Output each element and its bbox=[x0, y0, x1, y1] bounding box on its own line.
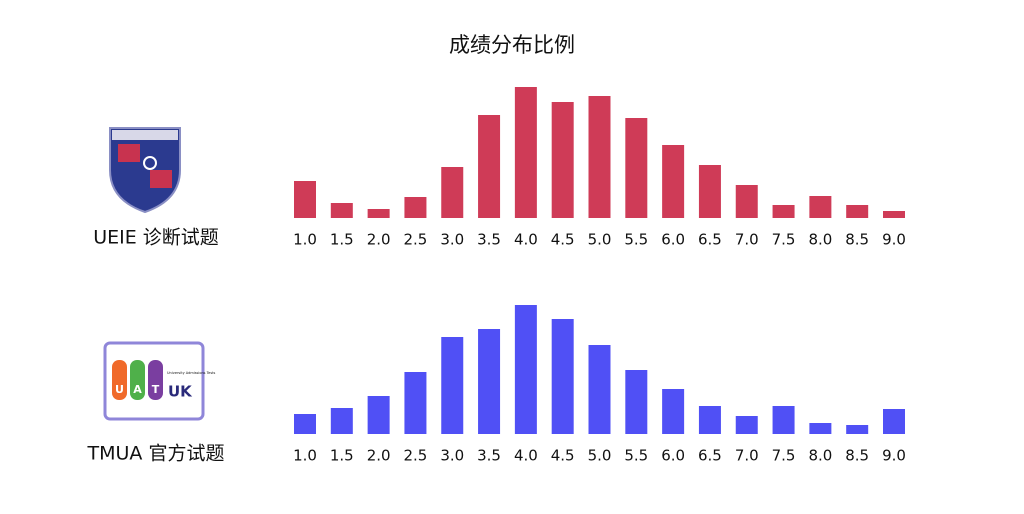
bar bbox=[551, 102, 574, 218]
bar bbox=[809, 196, 832, 218]
x-tick-label: 8.0 bbox=[808, 231, 832, 249]
x-tick-label: 1.5 bbox=[330, 231, 354, 249]
bar bbox=[698, 406, 721, 434]
bar bbox=[294, 181, 316, 218]
x-tick-label: 1.0 bbox=[293, 231, 317, 249]
logo-caption: University Admissions Tests bbox=[167, 371, 216, 375]
bar bbox=[367, 396, 390, 434]
x-tick-label: 4.5 bbox=[551, 447, 575, 465]
bar bbox=[809, 423, 832, 434]
bar bbox=[330, 203, 353, 218]
x-tick-label: 2.0 bbox=[367, 447, 391, 465]
bar bbox=[735, 416, 758, 434]
bar bbox=[514, 305, 537, 434]
x-tick-label: 6.0 bbox=[661, 447, 685, 465]
x-tick-label: 2.5 bbox=[404, 231, 428, 249]
x-tick-label: 8.5 bbox=[845, 231, 869, 249]
bar bbox=[772, 205, 795, 218]
x-tick-label: 3.5 bbox=[477, 447, 501, 465]
x-tick-label: 4.0 bbox=[514, 231, 538, 249]
bar bbox=[404, 372, 427, 434]
bar bbox=[588, 96, 611, 218]
shield-logo bbox=[109, 127, 181, 214]
logo-letter: U bbox=[115, 383, 124, 396]
x-tick-label: 5.5 bbox=[624, 447, 648, 465]
bar bbox=[404, 197, 427, 218]
bar bbox=[883, 211, 905, 218]
bar bbox=[441, 337, 464, 434]
x-tick-label: 9.0 bbox=[882, 447, 906, 465]
bar bbox=[846, 425, 869, 434]
x-tick-label: 6.5 bbox=[698, 447, 722, 465]
x-tick-label: 9.0 bbox=[882, 231, 906, 249]
x-tick-label: 3.0 bbox=[440, 231, 464, 249]
x-tick-label: 2.0 bbox=[367, 231, 391, 249]
x-tick-label: 7.5 bbox=[772, 231, 796, 249]
x-tick-label: 7.0 bbox=[735, 231, 759, 249]
bar bbox=[367, 209, 390, 218]
bar bbox=[846, 205, 869, 218]
x-tick-label: 3.0 bbox=[440, 447, 464, 465]
bar bbox=[551, 319, 574, 434]
bar bbox=[330, 408, 353, 434]
x-tick-label: 2.5 bbox=[404, 447, 428, 465]
x-tick-label: 5.0 bbox=[588, 231, 612, 249]
bar bbox=[625, 118, 648, 218]
x-tick-label: 3.5 bbox=[477, 231, 501, 249]
bar bbox=[294, 414, 316, 434]
x-tick-label: 6.0 bbox=[661, 231, 685, 249]
x-tick-label: 7.0 bbox=[735, 447, 759, 465]
x-tick-label: 1.5 bbox=[330, 447, 354, 465]
uat-logo: U A T University Admissions Tests UK bbox=[103, 341, 216, 421]
x-tick-label: 1.0 bbox=[293, 447, 317, 465]
logo-name: UK bbox=[168, 383, 193, 401]
bar bbox=[662, 145, 685, 218]
x-tick-label: 5.0 bbox=[588, 447, 612, 465]
x-tick-label: 8.5 bbox=[845, 447, 869, 465]
bar bbox=[478, 115, 501, 218]
chart-label: TMUA 官方试题 bbox=[87, 443, 225, 465]
bar bbox=[625, 370, 648, 434]
logo-letter: T bbox=[152, 383, 160, 396]
title: 成绩分布比例 bbox=[449, 33, 575, 57]
bar bbox=[662, 389, 685, 434]
bar bbox=[514, 87, 537, 218]
x-tick-label: 7.5 bbox=[772, 447, 796, 465]
bar bbox=[883, 409, 905, 434]
chart-label: UEIE 诊断试题 bbox=[93, 227, 219, 249]
bar bbox=[478, 329, 501, 434]
x-tick-label: 8.0 bbox=[808, 447, 832, 465]
bar bbox=[772, 406, 795, 434]
bar bbox=[588, 345, 611, 434]
x-tick-label: 6.5 bbox=[698, 231, 722, 249]
bar bbox=[441, 167, 464, 218]
x-tick-label: 4.0 bbox=[514, 447, 538, 465]
x-tick-label: 5.5 bbox=[624, 231, 648, 249]
x-tick-label: 4.5 bbox=[551, 231, 575, 249]
logo-letter: A bbox=[133, 383, 142, 396]
bar bbox=[735, 185, 758, 218]
bar bbox=[698, 165, 721, 218]
